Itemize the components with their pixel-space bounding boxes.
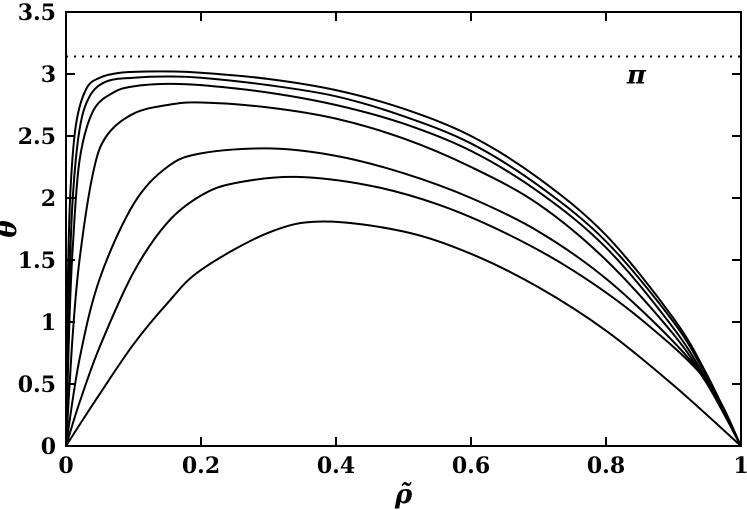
- series-line-5: [65, 82, 742, 447]
- x-tick-label: 0.8: [587, 453, 625, 479]
- series-line-6: [65, 75, 742, 447]
- series-line-3: [65, 147, 742, 447]
- axis-ticks: [65, 11, 742, 447]
- y-axis-label: θ: [0, 220, 23, 238]
- series-line-4: [65, 101, 742, 447]
- pi-annotation: π: [626, 60, 647, 90]
- y-tick-label: 1: [41, 310, 56, 336]
- x-tick-label: 1: [733, 453, 747, 479]
- y-tick-label: 0: [41, 434, 56, 460]
- y-tick-label: 3.5: [18, 0, 56, 26]
- series-line-2: [65, 175, 742, 447]
- plot-frame: [65, 11, 742, 447]
- y-tick-label: 0.5: [18, 372, 56, 398]
- y-tick-label: 1.5: [18, 248, 56, 274]
- y-tick-label: 2: [41, 186, 56, 212]
- series-line-1: [65, 220, 742, 447]
- x-tick-label: 0.4: [317, 453, 355, 479]
- tick-labels: 0 0.2 0.4 0.6 0.8 1 0 0.5 1 1.5 2 2.5 3 3.5: [18, 0, 747, 479]
- series-line-7: [65, 70, 742, 447]
- y-tick-label: 2.5: [18, 124, 56, 150]
- x-axis-label: ρ̃: [394, 480, 413, 510]
- y-tick-label: 3: [41, 62, 56, 88]
- x-tick-label: 0.6: [452, 453, 490, 479]
- plot-content: [65, 55, 742, 447]
- x-tick-label: 0.2: [182, 453, 220, 479]
- x-tick-label: 0: [58, 453, 73, 479]
